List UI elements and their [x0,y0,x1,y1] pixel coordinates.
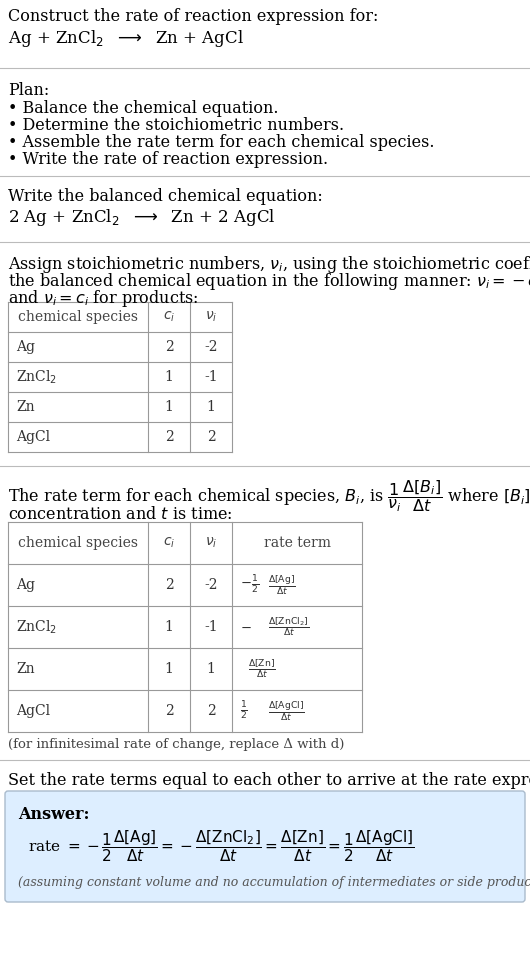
Text: -2: -2 [204,578,218,592]
Text: 2: 2 [165,578,173,592]
Text: 1: 1 [164,620,173,634]
Text: Ag: Ag [16,340,35,354]
Text: 1: 1 [164,400,173,414]
Text: Zn: Zn [16,400,34,414]
Text: 1: 1 [164,370,173,384]
Text: rate term: rate term [263,536,331,550]
Text: Write the balanced chemical equation:: Write the balanced chemical equation: [8,188,323,205]
Text: Set the rate terms equal to each other to arrive at the rate expression:: Set the rate terms equal to each other t… [8,772,530,789]
Text: 2: 2 [165,340,173,354]
Text: (for infinitesimal rate of change, replace Δ with d): (for infinitesimal rate of change, repla… [8,738,344,751]
Text: AgCl: AgCl [16,704,50,718]
Text: rate $= -\dfrac{1}{2}\dfrac{\Delta[\mathrm{Ag}]}{\Delta t}$$ = -\dfrac{\Delta[\m: rate $= -\dfrac{1}{2}\dfrac{\Delta[\math… [28,828,414,864]
Text: • Write the rate of reaction expression.: • Write the rate of reaction expression. [8,151,328,168]
Text: Ag + ZnCl$_2$  $\longrightarrow$  Zn + AgCl: Ag + ZnCl$_2$ $\longrightarrow$ Zn + AgC… [8,28,244,49]
Text: 2: 2 [207,430,215,444]
Text: 2 Ag + ZnCl$_2$  $\longrightarrow$  Zn + 2 AgCl: 2 Ag + ZnCl$_2$ $\longrightarrow$ Zn + 2… [8,207,276,228]
Text: concentration and $t$ is time:: concentration and $t$ is time: [8,506,233,523]
Text: $\frac{1}{2}$: $\frac{1}{2}$ [240,700,248,722]
Text: Plan:: Plan: [8,82,49,99]
Text: $\nu_i$: $\nu_i$ [205,536,217,550]
Text: $c_i$: $c_i$ [163,536,175,550]
Text: (assuming constant volume and no accumulation of intermediates or side products): (assuming constant volume and no accumul… [18,876,530,889]
Text: 1: 1 [207,662,215,676]
Text: 2: 2 [207,704,215,718]
Text: 2: 2 [165,430,173,444]
Text: -2: -2 [204,340,218,354]
Text: ZnCl$_2$: ZnCl$_2$ [16,368,57,386]
Text: 1: 1 [207,400,215,414]
Text: $c_i$: $c_i$ [163,310,175,325]
Text: the balanced chemical equation in the following manner: $\nu_i = -c_i$ for react: the balanced chemical equation in the fo… [8,271,530,292]
Text: • Determine the stoichiometric numbers.: • Determine the stoichiometric numbers. [8,117,344,134]
Text: $\nu_i$: $\nu_i$ [205,310,217,325]
Text: -1: -1 [204,620,218,634]
Text: Ag: Ag [16,578,35,592]
Text: chemical species: chemical species [18,310,138,324]
Text: $-$: $-$ [240,620,252,634]
Text: The rate term for each chemical species, $B_i$, is $\dfrac{1}{\nu_i}\dfrac{\Delt: The rate term for each chemical species,… [8,478,530,514]
Text: $\frac{\Delta[\mathrm{Ag}]}{\Delta t}$: $\frac{\Delta[\mathrm{Ag}]}{\Delta t}$ [268,573,296,597]
Text: Answer:: Answer: [18,806,90,823]
Text: • Balance the chemical equation.: • Balance the chemical equation. [8,100,278,117]
FancyBboxPatch shape [5,791,525,902]
Text: $\frac{\Delta[\mathrm{AgCl}]}{\Delta t}$: $\frac{\Delta[\mathrm{AgCl}]}{\Delta t}$ [268,699,305,723]
Text: AgCl: AgCl [16,430,50,444]
Text: Zn: Zn [16,662,34,676]
Text: • Assemble the rate term for each chemical species.: • Assemble the rate term for each chemic… [8,134,435,151]
Text: and $\nu_i = c_i$ for products:: and $\nu_i = c_i$ for products: [8,288,198,309]
Text: 2: 2 [165,704,173,718]
Text: chemical species: chemical species [18,536,138,550]
Text: ZnCl$_2$: ZnCl$_2$ [16,618,57,636]
Text: $\frac{\Delta[\mathrm{ZnCl_2}]}{\Delta t}$: $\frac{\Delta[\mathrm{ZnCl_2}]}{\Delta t… [268,615,310,639]
Text: $\frac{\Delta[\mathrm{Zn}]}{\Delta t}$: $\frac{\Delta[\mathrm{Zn}]}{\Delta t}$ [248,658,276,680]
Text: $-\frac{1}{2}$: $-\frac{1}{2}$ [240,573,259,596]
Text: Assign stoichiometric numbers, $\nu_i$, using the stoichiometric coefficients, $: Assign stoichiometric numbers, $\nu_i$, … [8,254,530,275]
Text: 1: 1 [164,662,173,676]
Text: -1: -1 [204,370,218,384]
Text: Construct the rate of reaction expression for:: Construct the rate of reaction expressio… [8,8,378,25]
